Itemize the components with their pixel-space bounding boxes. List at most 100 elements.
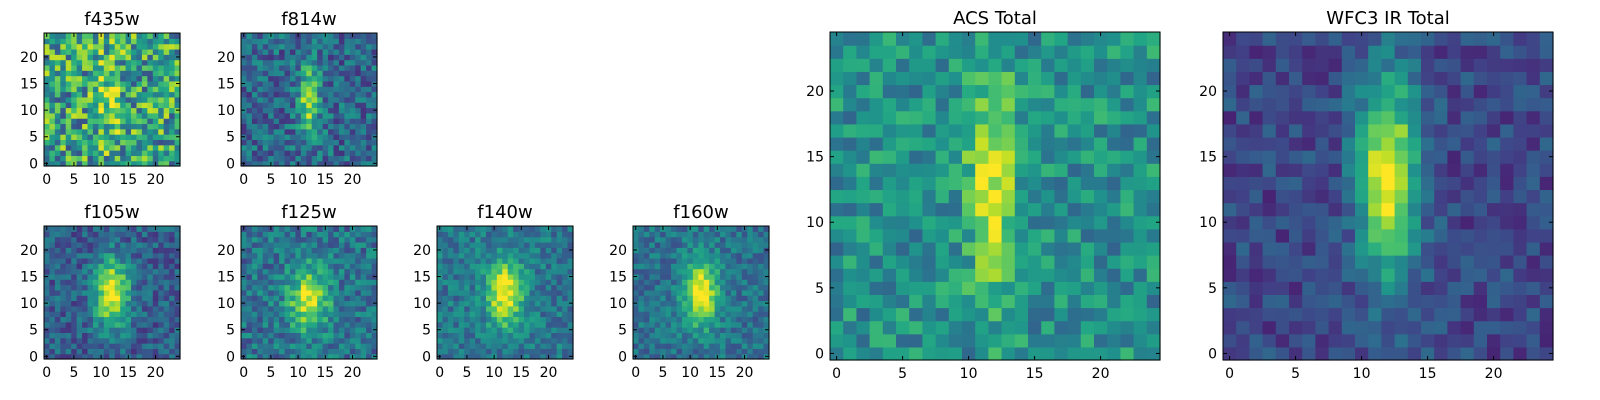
- heatmap-cell: [562, 226, 569, 232]
- heatmap-cell: [251, 263, 258, 270]
- heatmap-cell: [725, 321, 732, 328]
- heatmap-cell: [1447, 189, 1462, 204]
- heatmap-cell: [502, 236, 509, 243]
- heatmap-cell: [545, 316, 552, 323]
- heatmap-cell: [125, 247, 132, 254]
- heatmap-cell: [730, 268, 737, 275]
- heatmap-cell: [163, 64, 170, 71]
- heatmap-cell: [289, 300, 296, 307]
- heatmap-cell: [103, 268, 110, 275]
- heatmap-cell: [1526, 320, 1541, 335]
- heatmap-cell: [131, 289, 138, 296]
- heatmap-cell: [725, 279, 732, 286]
- heatmap-cell: [1500, 346, 1514, 361]
- heatmap-cell: [349, 273, 356, 280]
- heatmap-cell: [87, 144, 94, 151]
- heatmap-cell: [1473, 163, 1488, 177]
- heatmap-cell: [241, 241, 248, 248]
- heatmap-cell: [360, 327, 367, 333]
- heatmap-cell: [371, 236, 378, 243]
- heatmap-cell: [131, 263, 138, 270]
- heatmap-cell: [447, 343, 454, 349]
- heatmap-cell: [948, 110, 963, 125]
- heatmap-cell: [49, 332, 56, 339]
- heatmap-cell: [120, 118, 127, 125]
- heatmap-cell: [856, 58, 871, 72]
- heatmap-cell: [458, 284, 465, 291]
- heatmap-cell: [163, 226, 170, 232]
- heatmap-cell: [306, 300, 313, 307]
- heatmap-cell: [152, 311, 159, 318]
- heatmap-cell: [692, 316, 699, 323]
- heatmap-cell: [300, 332, 307, 339]
- heatmap-cell: [333, 134, 340, 140]
- heatmap-cell: [1249, 202, 1264, 217]
- heatmap-cell: [49, 128, 56, 135]
- heatmap-cell: [1315, 228, 1330, 243]
- heatmap-cell: [333, 273, 340, 280]
- heatmap-cell: [1054, 268, 1069, 282]
- heatmap-cell: [344, 257, 351, 264]
- heatmap-cell: [681, 311, 688, 318]
- heatmap-cell: [633, 348, 640, 355]
- heatmap-cell: [1080, 123, 1095, 138]
- heatmap-cell: [333, 316, 340, 323]
- heatmap-cell: [92, 268, 99, 275]
- heatmap-cell: [1328, 215, 1343, 230]
- heatmap-cell: [300, 112, 307, 119]
- heatmap-cell: [241, 279, 248, 286]
- heatmap-cell: [54, 80, 61, 87]
- heatmap-cell: [830, 150, 844, 164]
- heatmap-cell: [246, 107, 253, 114]
- heatmap-cell: [284, 139, 291, 146]
- heatmap-cell: [485, 337, 492, 344]
- heatmap-cell: [163, 112, 170, 119]
- heatmap-cell: [136, 236, 143, 243]
- heatmap-cell: [360, 316, 367, 323]
- heatmap-cell: [98, 150, 105, 156]
- heatmap-cell: [251, 38, 258, 45]
- heatmap-cell: [174, 263, 181, 270]
- heatmap-cell: [513, 268, 520, 275]
- heatmap-cell: [360, 102, 367, 109]
- heatmap-cell: [262, 327, 269, 333]
- heatmap-cell: [169, 144, 176, 151]
- heatmap-cell: [491, 337, 498, 344]
- heatmap-cell: [344, 102, 351, 109]
- heatmap-cell: [545, 332, 552, 339]
- heatmap-cell: [1223, 333, 1237, 348]
- heatmap-cell: [1500, 320, 1514, 335]
- heatmap-cell: [76, 102, 83, 109]
- heatmap-cell: [469, 348, 476, 355]
- heatmap-cell: [962, 307, 976, 322]
- heatmap-cell: [1067, 97, 1082, 112]
- heatmap-cell: [92, 134, 99, 140]
- heatmap-cell: [458, 332, 465, 339]
- heatmap-cell: [125, 273, 132, 280]
- heatmap-cell: [458, 268, 465, 275]
- heatmap-cell: [692, 252, 699, 259]
- heatmap-cell: [1133, 110, 1148, 125]
- heatmap-cell: [529, 268, 536, 275]
- heatmap-cell: [360, 43, 367, 50]
- heatmap-cell: [1434, 294, 1448, 309]
- heatmap-cell: [333, 257, 340, 264]
- heatmap-cell: [120, 38, 127, 45]
- heatmap-cell: [328, 300, 335, 307]
- heatmap-cell: [758, 226, 765, 232]
- heatmap-cell: [241, 284, 248, 291]
- heatmap-cell: [709, 289, 716, 296]
- y-tick-label: 15: [609, 270, 627, 286]
- heatmap-cell: [692, 327, 699, 333]
- heatmap-cell: [1394, 202, 1409, 217]
- heatmap-cell: [534, 273, 541, 280]
- heatmap-cell: [103, 59, 110, 66]
- heatmap-cell: [496, 268, 503, 275]
- heatmap-cell: [295, 91, 302, 98]
- heatmap-cell: [643, 268, 650, 275]
- heatmap-cell: [1381, 346, 1396, 361]
- heatmap-cell: [638, 343, 645, 349]
- heatmap-cell: [1328, 281, 1343, 295]
- heatmap-cell: [1146, 150, 1161, 164]
- heatmap-cell: [322, 86, 329, 93]
